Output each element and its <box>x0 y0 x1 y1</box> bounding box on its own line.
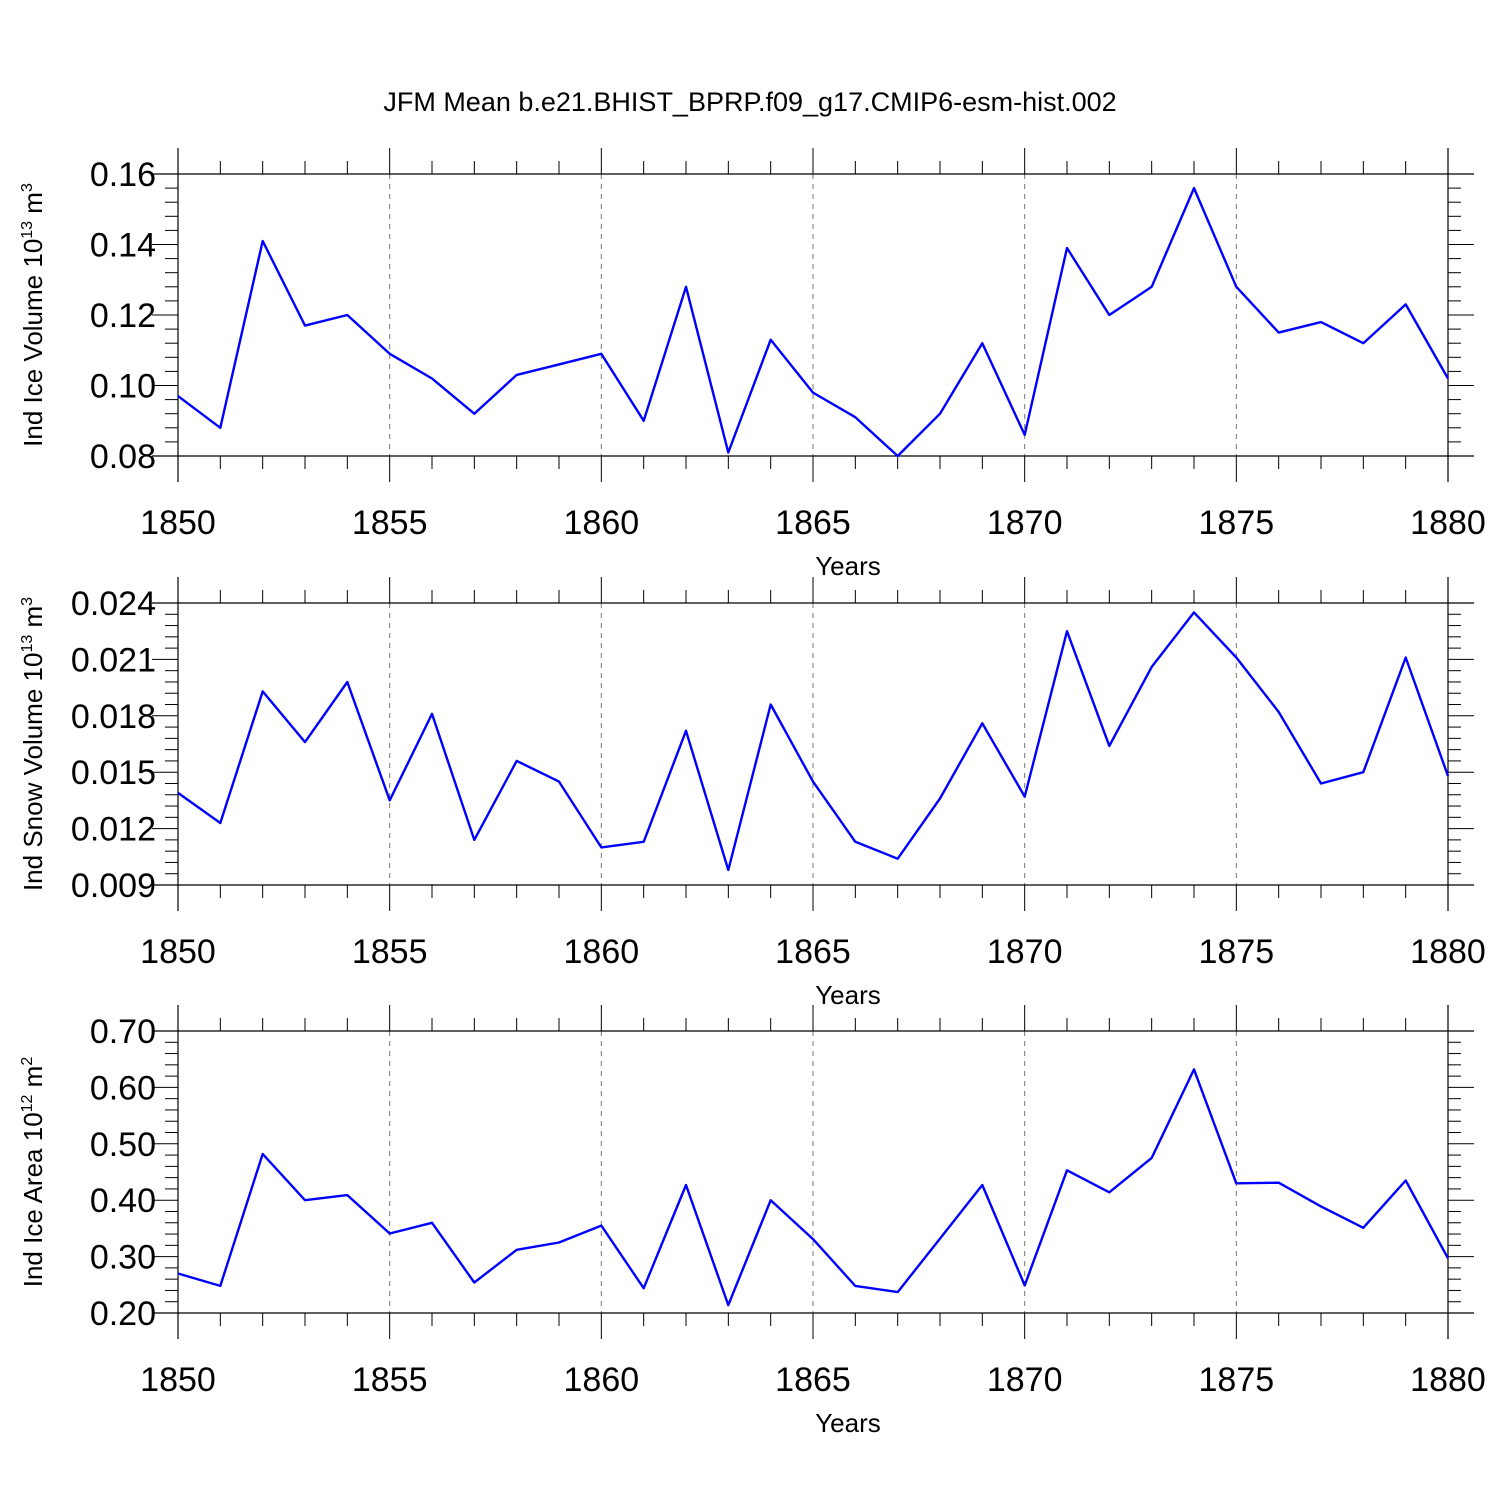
x-tick-label: 1875 <box>1199 1361 1275 1399</box>
series-line <box>177 1068 1450 1307</box>
x-tick-label: 1860 <box>564 1361 640 1399</box>
x-tick-label: 1870 <box>987 504 1063 542</box>
y-axis-label: Ind Snow Volume 1013 m3 <box>18 597 48 891</box>
chart-panel-1: 0.08 0.10 0.12 0.14 0.16 1850 1855 1860 1865 1870… <box>18 148 1486 581</box>
y-tick-label: 0.015 <box>71 754 156 792</box>
x-tick-label: 1850 <box>140 933 216 971</box>
y-tick-label: 0.20 <box>90 1295 156 1333</box>
y-tick-label: 0.018 <box>71 698 156 736</box>
y-tick-label: 0.60 <box>90 1069 156 1107</box>
y-tick-label: 0.16 <box>90 156 156 194</box>
x-tick-label: 1870 <box>987 1361 1063 1399</box>
x-tick-label: 1880 <box>1410 933 1486 971</box>
y-tick-label: 0.30 <box>90 1239 156 1277</box>
y-tick-label: 0.14 <box>90 227 156 265</box>
x-tick-label: 1850 <box>140 504 216 542</box>
x-tick-label: 1855 <box>352 933 428 971</box>
x-tick-label: 1880 <box>1410 504 1486 542</box>
chart-panel-3: 0.20 0.30 0.40 0.50 0.60 0.70 1850 1855 1860 1865… <box>18 1005 1486 1438</box>
y-tick-label: 0.40 <box>90 1182 156 1220</box>
y-tick-label: 0.50 <box>90 1126 156 1164</box>
x-tick-label: 1860 <box>564 933 640 971</box>
x-tick-label: 1865 <box>775 504 851 542</box>
series-line <box>177 611 1450 872</box>
y-tick-label: 0.12 <box>90 297 156 335</box>
y-tick-label: 0.08 <box>90 438 156 476</box>
x-tick-label: 1850 <box>140 1361 216 1399</box>
x-tick-label: 1855 <box>352 1361 428 1399</box>
y-tick-label: 0.70 <box>90 1013 156 1051</box>
y-axis-label: Ind Ice Area 1012 m2 <box>18 1057 48 1288</box>
x-tick-label: 1880 <box>1410 1361 1486 1399</box>
x-axis-label: Years <box>815 980 881 1010</box>
chart-title: JFM Mean b.e21.BHIST_BPRP.f09_g17.CMIP6-… <box>383 87 1116 117</box>
y-axis-label: Ind Ice Volume 1013 m3 <box>18 183 48 447</box>
x-axis-label: Years <box>815 551 881 581</box>
x-tick-label: 1875 <box>1199 933 1275 971</box>
x-tick-label: 1865 <box>775 933 851 971</box>
y-tick-label: 0.021 <box>71 641 156 679</box>
x-tick-label: 1860 <box>564 504 640 542</box>
chart-panel-2: 0.009 0.012 0.015 0.018 0.021 0.024 1850 1855 18… <box>18 577 1486 1010</box>
x-tick-label: 1870 <box>987 933 1063 971</box>
y-tick-label: 0.012 <box>71 811 156 849</box>
x-tick-label: 1865 <box>775 1361 851 1399</box>
series-line <box>177 186 1450 458</box>
x-axis-label: Years <box>815 1408 881 1438</box>
x-tick-label: 1875 <box>1199 504 1275 542</box>
y-tick-label: 0.10 <box>90 368 156 406</box>
y-tick-label: 0.009 <box>71 867 156 905</box>
y-tick-label: 0.024 <box>71 585 156 623</box>
x-tick-label: 1855 <box>352 504 428 542</box>
